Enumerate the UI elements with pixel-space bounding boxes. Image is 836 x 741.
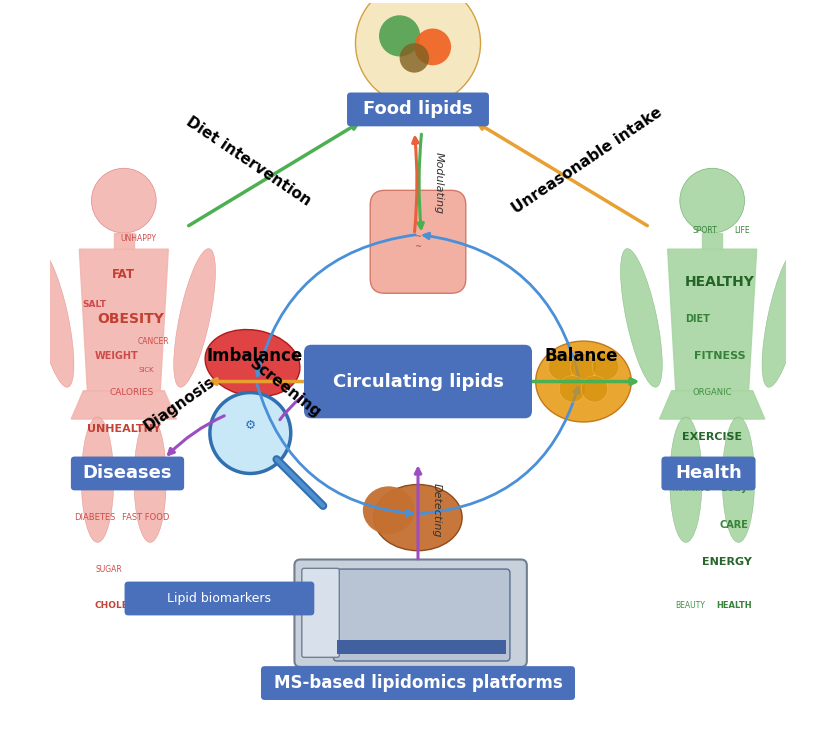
Text: Diet intervention: Diet intervention [184,113,314,208]
Circle shape [680,168,745,233]
FancyBboxPatch shape [347,93,489,126]
Polygon shape [71,391,176,419]
Polygon shape [79,249,168,391]
Circle shape [400,43,429,73]
Text: CALORIES: CALORIES [109,388,153,397]
Text: OBESITY: OBESITY [98,312,165,326]
FancyBboxPatch shape [302,568,339,657]
Text: SUGAR: SUGAR [96,565,123,574]
Text: ORGANIC: ORGANIC [692,388,732,397]
Text: Diseases: Diseases [83,465,172,482]
FancyBboxPatch shape [125,582,314,616]
Circle shape [570,353,597,380]
Circle shape [592,353,619,380]
Text: Health: Health [675,465,742,482]
Text: HEALTH: HEALTH [716,602,752,611]
Text: ~
~: ~ ~ [415,232,421,251]
Text: LIFE: LIFE [734,226,749,235]
Circle shape [210,393,291,473]
Ellipse shape [205,330,300,396]
FancyBboxPatch shape [71,456,184,491]
FancyBboxPatch shape [304,345,532,419]
Text: Screening: Screening [247,356,324,421]
Text: Diagnosis: Diagnosis [140,373,217,433]
Text: Food lipids: Food lipids [363,101,473,119]
Text: DIABETES: DIABETES [74,513,115,522]
Text: UNHEALTHY: UNHEALTHY [87,425,161,434]
Ellipse shape [134,417,166,542]
Text: FAST FOOD: FAST FOOD [122,513,170,522]
FancyBboxPatch shape [661,456,756,491]
FancyBboxPatch shape [294,559,527,667]
FancyBboxPatch shape [334,569,510,661]
Ellipse shape [374,485,462,551]
Text: FAT: FAT [112,268,135,282]
Circle shape [91,168,156,233]
Ellipse shape [722,417,755,542]
Text: WEIGHT: WEIGHT [94,350,138,361]
Ellipse shape [174,248,216,388]
Circle shape [581,376,608,402]
Text: Body: Body [721,483,748,494]
Polygon shape [668,249,757,391]
Circle shape [225,431,237,442]
Ellipse shape [536,341,631,422]
Text: ENERGY: ENERGY [702,556,752,567]
FancyBboxPatch shape [261,666,575,700]
Circle shape [254,434,266,446]
Text: Balance: Balance [544,348,618,365]
Text: SALT: SALT [83,300,106,309]
Circle shape [355,0,481,106]
Polygon shape [660,391,765,419]
Text: MS-based lipidomics platforms: MS-based lipidomics platforms [273,674,563,692]
Text: SICK: SICK [138,368,154,373]
Text: DIET: DIET [685,314,710,324]
Text: Modulating: Modulating [434,152,444,214]
Text: Unreasonable intake: Unreasonable intake [509,105,665,217]
Text: UNHAPPY: UNHAPPY [120,233,156,242]
Text: Detecting: Detecting [431,483,441,537]
Circle shape [379,16,421,56]
Text: TRAINING: TRAINING [670,484,711,493]
Text: OVERWEIGHT: OVERWEIGHT [79,467,168,480]
Text: HEALTHY: HEALTHY [685,275,754,289]
Ellipse shape [670,417,702,542]
Circle shape [415,28,451,65]
Text: Imbalance: Imbalance [206,348,303,365]
Text: Lipid biomarkers: Lipid biomarkers [167,592,272,605]
Circle shape [559,376,586,402]
Ellipse shape [32,248,74,388]
Polygon shape [702,233,722,249]
Bar [337,640,507,654]
Polygon shape [114,233,134,249]
Text: EXERCISE: EXERCISE [682,432,742,442]
Circle shape [239,419,251,431]
Text: ⚙: ⚙ [245,419,256,432]
Text: CHOLESTEROL: CHOLESTEROL [94,602,168,611]
Text: SPORT: SPORT [692,226,717,235]
Text: Circulating lipids: Circulating lipids [333,373,503,391]
Text: FITNESS: FITNESS [694,350,746,361]
Text: CARE: CARE [720,520,749,530]
Text: BEAUTY: BEAUTY [675,602,705,611]
Ellipse shape [620,248,662,388]
Ellipse shape [81,417,114,542]
Ellipse shape [363,486,415,534]
Ellipse shape [762,248,804,388]
FancyBboxPatch shape [370,190,466,293]
Text: CANCER: CANCER [137,336,169,345]
Circle shape [548,353,574,380]
